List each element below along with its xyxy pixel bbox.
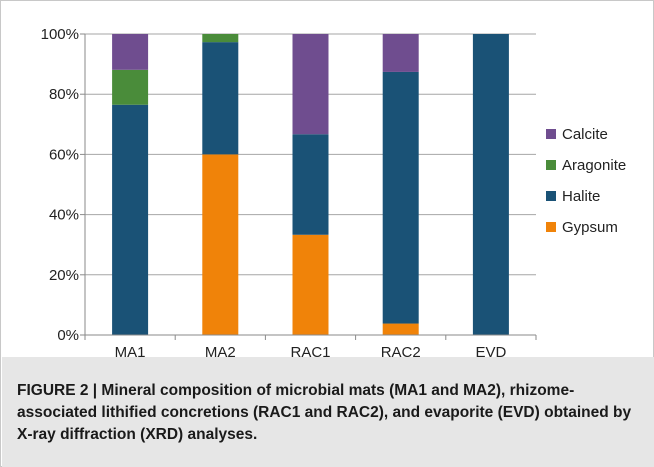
legend-label-calcite: Calcite bbox=[562, 126, 608, 143]
bar-segment-rac1-gypsum bbox=[292, 234, 329, 335]
bar-segment-rac2-calcite bbox=[382, 34, 419, 72]
x-tick-label: RAC1 bbox=[290, 344, 330, 357]
y-tick-label: 60% bbox=[49, 146, 79, 163]
bar-segment-ma1-halite bbox=[112, 104, 149, 335]
x-tick-label: MA1 bbox=[115, 344, 146, 357]
legend-swatch-calcite bbox=[546, 129, 556, 139]
legend-swatch-aragonite bbox=[546, 160, 556, 170]
legend: Calcite Aragonite Halite Gypsum bbox=[546, 126, 626, 236]
y-tick-label: 0% bbox=[57, 327, 79, 344]
bar-segment-ma1-calcite bbox=[112, 34, 149, 70]
bar-segment-rac2-halite bbox=[382, 71, 419, 324]
legend-swatch-halite bbox=[546, 191, 556, 201]
y-tick-label: 40% bbox=[49, 207, 79, 224]
legend-label-halite: Halite bbox=[562, 188, 600, 205]
bar-segment-rac2-gypsum bbox=[382, 323, 419, 335]
legend-swatch-gypsum bbox=[546, 222, 556, 232]
legend-label-gypsum: Gypsum bbox=[562, 219, 618, 236]
bar-segment-ma1-aragonite bbox=[112, 69, 149, 105]
bar-segment-ma2-gypsum bbox=[202, 154, 239, 335]
axes: 0% 20% 40% 60% 80% 100% MA1 MA2 RAC1 RAC2 EVD bbox=[41, 26, 537, 357]
x-tick-label: RAC2 bbox=[381, 344, 421, 357]
caption-box: FIGURE 2 | Mineral composition of microb… bbox=[2, 357, 654, 467]
y-tick-label: 80% bbox=[49, 86, 79, 103]
bar-segment-ma2-aragonite bbox=[202, 34, 239, 43]
y-tick-label: 20% bbox=[49, 267, 79, 284]
figure-caption: FIGURE 2 | Mineral composition of microb… bbox=[17, 382, 632, 443]
y-tick-label: 100% bbox=[41, 26, 79, 43]
bar-segment-evd-halite bbox=[472, 34, 509, 335]
x-tick-label: MA2 bbox=[205, 344, 236, 357]
bar-segment-rac1-calcite bbox=[292, 34, 329, 135]
legend-label-aragonite: Aragonite bbox=[562, 157, 626, 174]
x-tick-label: EVD bbox=[475, 344, 506, 357]
bars bbox=[112, 34, 509, 335]
bar-segment-rac1-halite bbox=[292, 134, 329, 235]
bar-segment-ma2-halite bbox=[202, 42, 239, 155]
stacked-bar-chart: 0% 20% 40% 60% 80% 100% MA1 MA2 RAC1 RAC2 EVD Calc… bbox=[41, 26, 627, 357]
